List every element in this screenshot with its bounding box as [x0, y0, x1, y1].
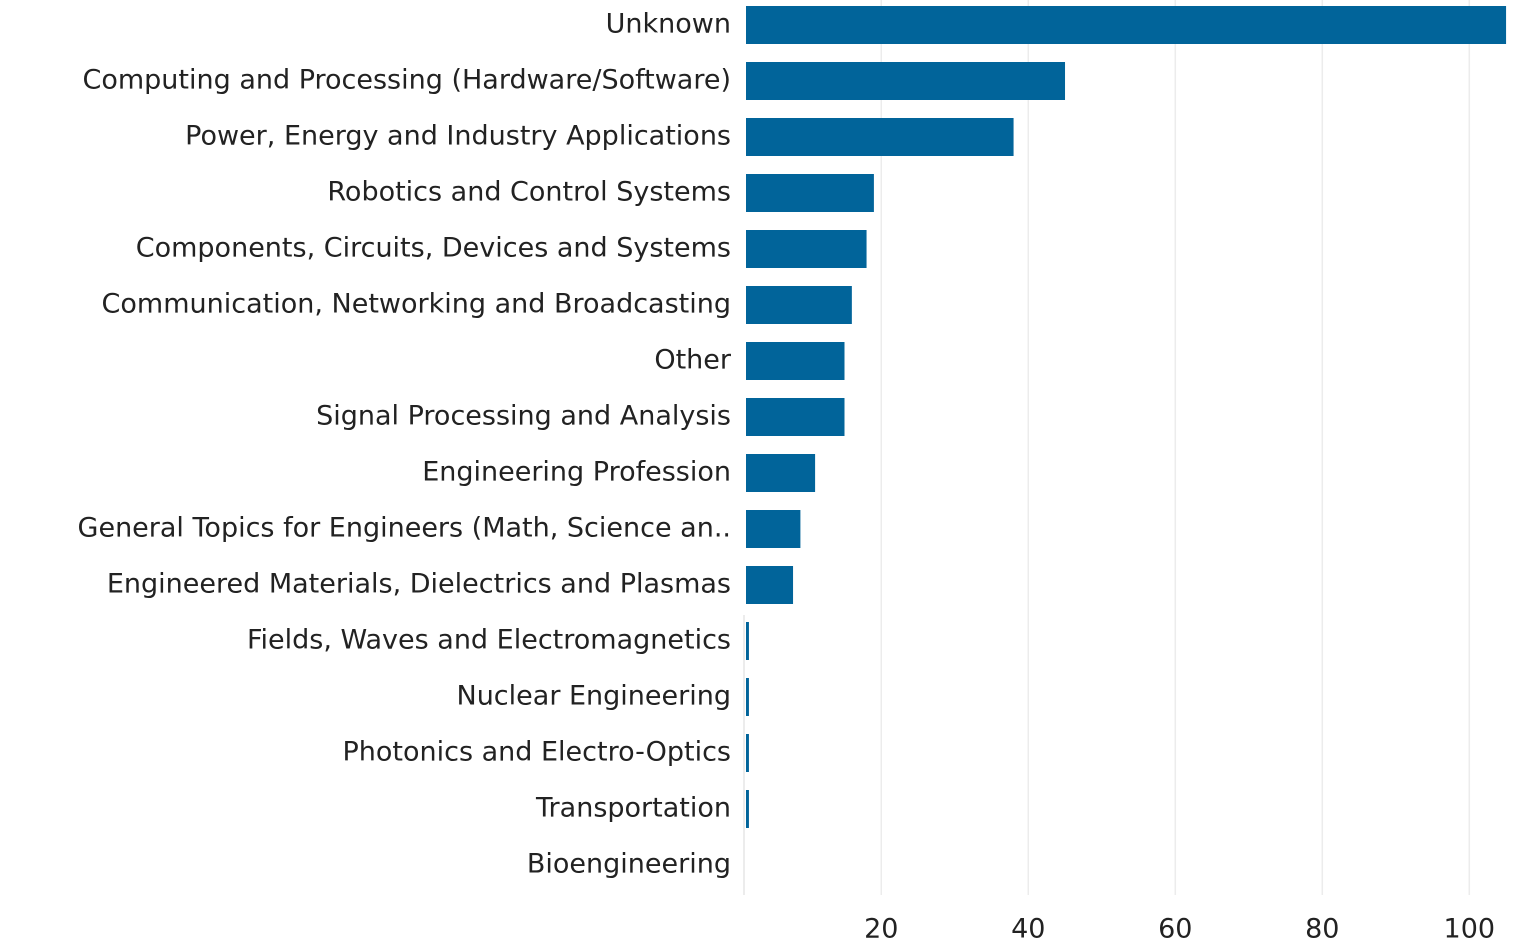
- y-tick-label: Other: [654, 345, 732, 376]
- x-tick-label: 60: [1158, 914, 1192, 945]
- x-tick-label: 40: [1011, 914, 1045, 945]
- y-tick-label: Engineering Profession: [422, 457, 731, 488]
- bar: [746, 230, 867, 268]
- bar: [746, 454, 816, 492]
- bar: [746, 398, 845, 436]
- bar: [746, 510, 801, 548]
- x-tick-label: 100: [1444, 914, 1496, 945]
- y-tick-label: Photonics and Electro-Optics: [342, 737, 731, 768]
- y-tick-label: Engineered Materials, Dielectrics and Pl…: [107, 569, 731, 600]
- bar: [746, 286, 852, 324]
- bar: [746, 734, 749, 772]
- bar: [746, 566, 794, 604]
- y-tick-label: Transportation: [535, 793, 731, 824]
- x-tick-label: 80: [1305, 914, 1339, 945]
- bar: [746, 62, 1066, 100]
- y-tick-label: Signal Processing and Analysis: [316, 401, 731, 432]
- y-tick-label: Communication, Networking and Broadcasti…: [102, 289, 731, 320]
- bar: [746, 678, 749, 716]
- y-tick-label: Fields, Waves and Electromagnetics: [247, 625, 731, 656]
- y-tick-label: Unknown: [606, 9, 731, 40]
- y-tick-label: Nuclear Engineering: [457, 681, 732, 712]
- bar: [746, 174, 874, 212]
- bar: [746, 118, 1014, 156]
- y-tick-label: General Topics for Engineers (Math, Scie…: [78, 513, 731, 544]
- y-tick-label: Power, Energy and Industry Applications: [185, 121, 731, 152]
- x-tick-label: 20: [864, 914, 898, 945]
- y-tick-label: Robotics and Control Systems: [327, 177, 731, 208]
- bar: [746, 622, 749, 660]
- y-tick-label: Computing and Processing (Hardware/Softw…: [82, 65, 731, 96]
- bar: [746, 790, 749, 828]
- y-tick-label: Bioengineering: [527, 849, 731, 880]
- bar: [746, 342, 845, 380]
- y-tick-label: Components, Circuits, Devices and System…: [136, 233, 731, 264]
- bar: [746, 6, 1507, 44]
